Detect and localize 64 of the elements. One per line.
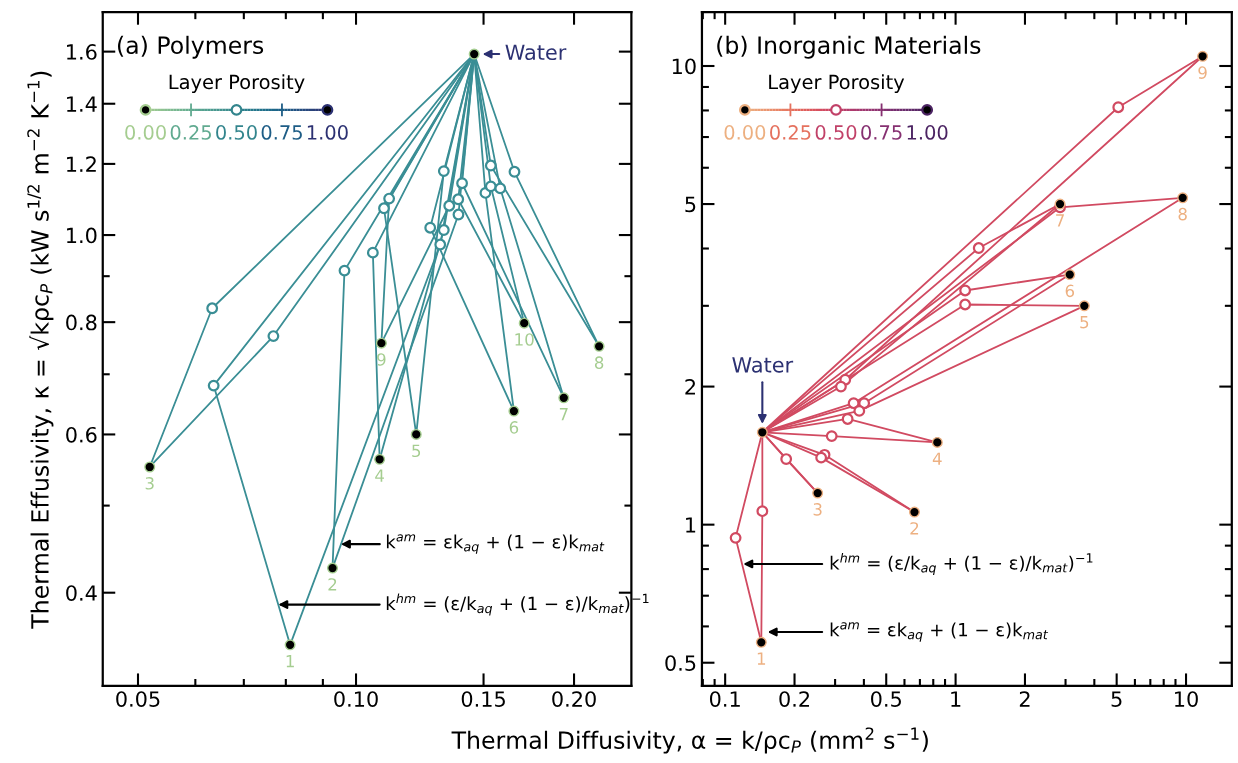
y-tick-label: 0.5 (665, 655, 696, 671)
x-tick-label: 0.10 (334, 691, 378, 707)
annotation: 0.00 (125, 125, 166, 140)
annotation: 5 (412, 444, 421, 458)
annotation: 10 (515, 333, 534, 346)
y-tick-label: 10 (672, 58, 696, 75)
annotation: Water (505, 44, 567, 61)
annotation: 4 (932, 452, 942, 465)
annotation: 0.50 (815, 125, 857, 140)
annotation: Water (732, 357, 794, 373)
annotation: 3 (145, 477, 154, 490)
y-tick-label: 0.8 (66, 314, 97, 331)
y-tick-label: 1.4 (67, 96, 97, 112)
x-tick-label: 0.20 (552, 691, 596, 707)
annotation: k$^{hm}$ = (ε/k$_{aq}$ + (1 − ε)/k$_{mat}$)$^{−1}$ (830, 552, 1093, 575)
y-tick-label: 2 (685, 379, 695, 395)
x-tick-label: 2 (1019, 691, 1030, 707)
y-tick-label: 1 (686, 517, 696, 533)
x-tick-label: 1 (951, 691, 961, 707)
x-tick-label: 0.1 (709, 691, 740, 707)
annotation: 0.25 (170, 125, 211, 140)
x-tick-label: 0.05 (116, 691, 160, 707)
annotation: 6 (1065, 284, 1075, 298)
annotation: 0.25 (770, 125, 811, 140)
x-tick-label: 5 (1111, 691, 1122, 707)
text: (b) Inorganic Materials (717, 35, 981, 59)
annotation: 6 (509, 421, 519, 434)
color-bar-title: Layer Porosity (769, 74, 905, 94)
text: (a) Polymers (118, 35, 264, 59)
annotation: 0.50 (216, 125, 257, 140)
annotation: 3 (813, 503, 822, 516)
y-tick-label: 1.6 (67, 44, 97, 60)
x-axis-title: Thermal Diffusivity, α = k/ρc$_{P}$ (mm$^{2}$ s$^{−1}$) (451, 727, 928, 754)
y-tick-label: 1.0 (67, 227, 97, 244)
text: Thermal Effusivity, κ = √kρc$_{P}$ (kW s$^{1/2}$ m$^{−2}$ K$^{−1}$) (27, 71, 54, 629)
annotation: k$^{hm}$ = (ε/k$_{aq}$ + (1 − ε)/k$_{mat}$)$^{−1}$ (386, 593, 649, 616)
annotation: 0.75 (261, 125, 302, 140)
annotation: 9 (1198, 66, 1207, 79)
annotation: 1 (286, 655, 294, 668)
annotation: k$^{am}$ = εk$_{aq}$ + (1 − ε)k$_{mat}$ (830, 622, 1049, 642)
annotation: 8 (594, 356, 604, 369)
annotation: 0.75 (861, 125, 902, 140)
x-tick-label: 0.15 (461, 691, 505, 707)
annotation: 2 (910, 522, 919, 535)
annotation: 5 (1080, 316, 1089, 329)
annotation: 1.00 (307, 125, 348, 140)
x-tick-label: 10 (1175, 691, 1198, 707)
annotation: 1 (757, 652, 766, 665)
annotation: 8 (1178, 207, 1187, 221)
y-tick-label: 0.4 (66, 585, 97, 601)
color-bar-title: Layer Porosity (169, 74, 305, 94)
x-tick-label: 0.2 (779, 691, 810, 707)
x-tick-label: 0.5 (871, 691, 901, 707)
annotation: 1.00 (907, 125, 948, 140)
annotation: 0.00 (724, 125, 766, 140)
y-tick-label: 0.6 (66, 426, 97, 443)
annotation: 7 (1056, 214, 1064, 227)
annotation: 4 (375, 469, 385, 482)
annotation: k$^{am}$ = εk$_{aq}$ + (1 − ε)k$_{mat}$ (386, 534, 605, 554)
annotation: 2 (328, 578, 337, 591)
annotation: 9 (377, 353, 386, 366)
annotation: 7 (559, 408, 568, 421)
y-tick-label: 5 (685, 196, 696, 213)
y-tick-label: 1.2 (67, 156, 96, 172)
